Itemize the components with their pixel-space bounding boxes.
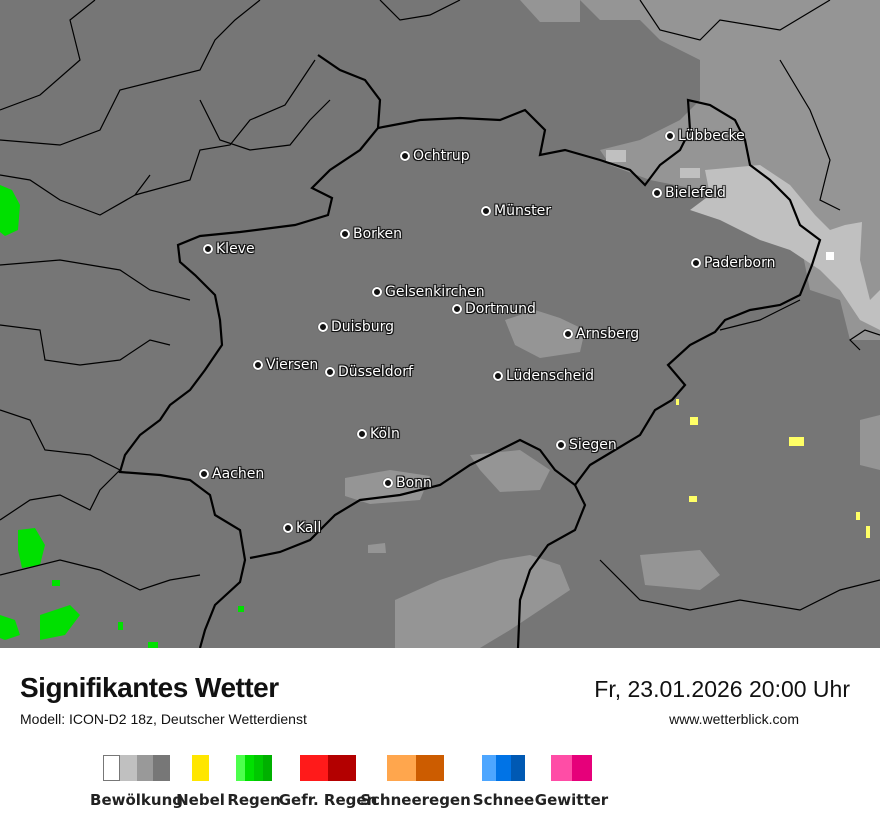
cloud-light-areas bbox=[606, 150, 880, 330]
legend-swatches bbox=[300, 755, 356, 781]
clear-sky-spot bbox=[826, 252, 834, 260]
footer: Signifikantes Wetter Modell: ICON-D2 18z… bbox=[0, 648, 880, 830]
legend-swatches bbox=[551, 755, 592, 781]
city-dot-icon bbox=[253, 360, 263, 370]
city-label: Siegen bbox=[556, 437, 617, 453]
legend-swatch bbox=[571, 755, 592, 781]
legend-swatch bbox=[119, 755, 137, 781]
city-label: Ochtrup bbox=[400, 148, 470, 164]
city-dot-icon bbox=[203, 244, 213, 254]
city-dot-icon bbox=[357, 429, 367, 439]
website-link[interactable]: www.wetterblick.com bbox=[669, 711, 799, 727]
legend-swatches bbox=[236, 755, 272, 781]
city-label: Paderborn bbox=[691, 255, 775, 271]
city-dot-icon bbox=[400, 151, 410, 161]
city-label: Gelsenkirchen bbox=[372, 284, 485, 300]
legend-swatch bbox=[328, 755, 356, 781]
city-label: Köln bbox=[357, 426, 400, 442]
city-dot-icon bbox=[556, 440, 566, 450]
city-dot-icon bbox=[383, 478, 393, 488]
city-label: Bielefeld bbox=[652, 185, 726, 201]
rain-areas bbox=[0, 185, 244, 648]
city-label: Duisburg bbox=[318, 319, 394, 335]
legend-swatch bbox=[551, 755, 572, 781]
legend-swatch bbox=[496, 755, 511, 781]
legend-swatches bbox=[482, 755, 525, 781]
city-dot-icon bbox=[199, 469, 209, 479]
city-dot-icon bbox=[340, 229, 350, 239]
city-dot-icon bbox=[652, 188, 662, 198]
cloud-mid-areas bbox=[345, 0, 880, 648]
legend-swatch bbox=[300, 755, 328, 781]
legend-label: Schnee bbox=[472, 791, 535, 809]
city-label: Dortmund bbox=[452, 301, 536, 317]
city-label: Kleve bbox=[203, 241, 255, 257]
state-borders bbox=[118, 54, 822, 648]
city-dot-icon bbox=[691, 258, 701, 268]
legend-swatch bbox=[387, 755, 416, 781]
city-label: Arnsberg bbox=[563, 326, 639, 342]
city-dot-icon bbox=[372, 287, 382, 297]
legend-swatches bbox=[103, 755, 170, 781]
city-label: Bonn bbox=[383, 475, 432, 491]
city-dot-icon bbox=[493, 371, 503, 381]
legend-swatch bbox=[263, 755, 272, 781]
city-label: Lüdenscheid bbox=[493, 368, 594, 384]
legend-swatches bbox=[192, 755, 209, 781]
city-label: Viersen bbox=[253, 357, 318, 373]
legend-swatch bbox=[254, 755, 263, 781]
forecast-datetime: Fr, 23.01.2026 20:00 Uhr bbox=[594, 676, 850, 702]
city-dot-icon bbox=[481, 206, 491, 216]
legend-swatch bbox=[236, 755, 245, 781]
legend-swatch bbox=[482, 755, 497, 781]
city-label: Aachen bbox=[199, 466, 264, 482]
legend-label: Bewölkung bbox=[90, 791, 183, 809]
city-label: Lübbecke bbox=[665, 128, 745, 144]
legend-swatch bbox=[415, 755, 444, 781]
legend-swatch bbox=[103, 755, 120, 781]
legend-swatch bbox=[136, 755, 154, 781]
legend-label: Gefr. Regen bbox=[278, 791, 378, 809]
city-dot-icon bbox=[283, 523, 293, 533]
city-dot-icon bbox=[325, 367, 335, 377]
city-label: Münster bbox=[481, 203, 551, 219]
legend-swatches bbox=[387, 755, 444, 781]
legend-label: Regen bbox=[227, 791, 281, 809]
thin-borders bbox=[0, 0, 880, 611]
legend-swatch bbox=[153, 755, 170, 781]
weather-map: Lübbecke Ochtrup Bielefeld Münster Borke… bbox=[0, 0, 880, 648]
legend-label: Nebel bbox=[176, 791, 225, 809]
city-label: Düsseldorf bbox=[325, 364, 413, 380]
city-label: Kall bbox=[283, 520, 321, 536]
legend-label: Schneeregen bbox=[360, 791, 471, 809]
city-label: Borken bbox=[340, 226, 402, 242]
legend-swatch bbox=[245, 755, 254, 781]
fog-spots bbox=[676, 399, 870, 538]
legend-label: Gewitter bbox=[534, 791, 609, 809]
page-title: Signifikantes Wetter bbox=[20, 672, 279, 703]
map-layer bbox=[0, 0, 880, 648]
city-dot-icon bbox=[665, 131, 675, 141]
city-dot-icon bbox=[318, 322, 328, 332]
city-dot-icon bbox=[452, 304, 462, 314]
legend-swatch bbox=[510, 755, 525, 781]
city-dot-icon bbox=[563, 329, 573, 339]
legend-swatch bbox=[192, 755, 209, 781]
model-info: Modell: ICON-D2 18z, Deutscher Wetterdie… bbox=[20, 711, 307, 727]
